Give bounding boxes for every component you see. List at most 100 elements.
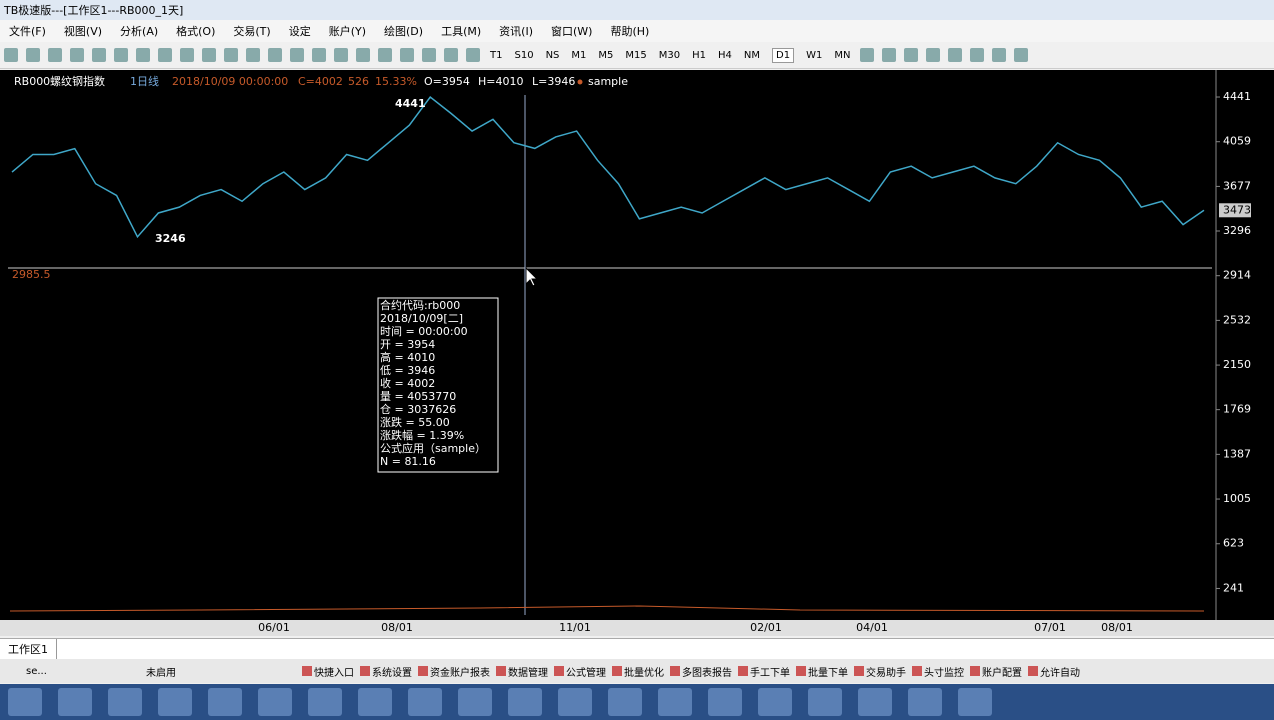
tool-icon[interactable] bbox=[70, 48, 84, 62]
period-button[interactable]: M1 bbox=[571, 49, 587, 61]
menu-item[interactable]: 工具(M) bbox=[441, 25, 482, 38]
menu-item[interactable]: 文件(F) bbox=[9, 25, 46, 38]
menu-item[interactable]: 格式(O) bbox=[176, 25, 216, 38]
status-button[interactable]: 批量下单 bbox=[796, 664, 848, 679]
menu-item[interactable]: 分析(A) bbox=[120, 25, 159, 38]
tool-icon[interactable] bbox=[378, 48, 392, 62]
taskbar-icon[interactable] bbox=[258, 688, 292, 716]
taskbar-icon[interactable] bbox=[708, 688, 742, 716]
taskbar-icon[interactable] bbox=[508, 688, 542, 716]
chart: RB000 螺纹钢指数 1日线 2018/10/09 00:00:00 C=4002 52… bbox=[0, 70, 1274, 636]
last-price: 3473 bbox=[1223, 203, 1251, 216]
tool-icon[interactable] bbox=[26, 48, 40, 62]
button-label: 交易助手 bbox=[866, 667, 906, 679]
status-button[interactable]: 数据管理 bbox=[496, 664, 548, 679]
period-button[interactable]: H1 bbox=[692, 49, 706, 61]
period-button[interactable]: M5 bbox=[598, 49, 614, 61]
status-button[interactable]: 公式管理 bbox=[554, 664, 606, 679]
taskbar-icon[interactable] bbox=[558, 688, 592, 716]
tool-icon[interactable] bbox=[356, 48, 370, 62]
status-button[interactable]: 多图表报告 bbox=[670, 664, 732, 679]
taskbar-icon[interactable] bbox=[358, 688, 392, 716]
sub-value: 2985.5 bbox=[12, 268, 51, 281]
status-button[interactable]: 资金账户报表 bbox=[418, 664, 490, 679]
status-button[interactable]: 交易助手 bbox=[854, 664, 906, 679]
tool-icon[interactable] bbox=[466, 48, 480, 62]
tool-icon[interactable] bbox=[400, 48, 414, 62]
period-button[interactable]: M15 bbox=[625, 49, 647, 61]
menu-item[interactable]: 窗口(W) bbox=[550, 25, 593, 38]
tooltip-line: 涨跌幅 = 1.39% bbox=[380, 428, 464, 442]
tool-icon[interactable] bbox=[422, 48, 436, 62]
tool-icon[interactable] bbox=[992, 48, 1007, 62]
period-button[interactable]: S10 bbox=[514, 49, 534, 61]
status-button[interactable]: 手工下单 bbox=[738, 664, 790, 679]
tool-icon[interactable] bbox=[948, 48, 963, 62]
title-bar: TB极速版---[工作区1---RB000_1天] bbox=[0, 0, 1274, 20]
menu-item[interactable]: 交易(T) bbox=[233, 25, 271, 38]
menu-item[interactable]: 帮助(H) bbox=[610, 25, 650, 38]
taskbar-icon[interactable] bbox=[658, 688, 692, 716]
tool-icon[interactable] bbox=[290, 48, 304, 62]
status-button[interactable]: 头寸监控 bbox=[912, 664, 964, 679]
workspace-tab[interactable]: 工作区1 bbox=[0, 639, 57, 659]
status-button[interactable]: 账户配置 bbox=[970, 664, 1022, 679]
taskbar-icon[interactable] bbox=[308, 688, 342, 716]
button-icon bbox=[612, 666, 622, 676]
menu-item[interactable]: 账户(Y) bbox=[328, 25, 367, 38]
taskbar-icon[interactable] bbox=[458, 688, 492, 716]
taskbar-icon[interactable] bbox=[58, 688, 92, 716]
tool-icon[interactable] bbox=[444, 48, 458, 62]
taskbar-icon[interactable] bbox=[108, 688, 142, 716]
menu-item[interactable]: 视图(V) bbox=[63, 25, 103, 38]
period-button[interactable]: H4 bbox=[718, 49, 732, 61]
tool-icon[interactable] bbox=[904, 48, 919, 62]
tool-icon[interactable] bbox=[970, 48, 985, 62]
tool-icon[interactable] bbox=[268, 48, 282, 62]
period-button[interactable]: D1 bbox=[772, 47, 795, 63]
tool-icon[interactable] bbox=[4, 48, 18, 62]
taskbar-icon[interactable] bbox=[408, 688, 442, 716]
tool-icon[interactable] bbox=[882, 48, 897, 62]
taskbar-icon[interactable] bbox=[808, 688, 842, 716]
chart-bg bbox=[0, 70, 1274, 620]
menu-item[interactable]: 资讯(I) bbox=[499, 25, 533, 38]
tool-icon[interactable] bbox=[1014, 48, 1029, 62]
period-button[interactable]: NS bbox=[545, 49, 560, 61]
tool-icon[interactable] bbox=[926, 48, 941, 62]
menu-item[interactable]: 设定 bbox=[288, 25, 311, 38]
tool-icon[interactable] bbox=[114, 48, 128, 62]
period-button[interactable]: MN bbox=[834, 49, 851, 61]
period-button[interactable]: M30 bbox=[658, 49, 681, 61]
tool-icon[interactable] bbox=[860, 48, 875, 62]
taskbar-icon[interactable] bbox=[758, 688, 792, 716]
menu-item[interactable]: 绘图(D) bbox=[384, 25, 424, 38]
tool-icon[interactable] bbox=[92, 48, 106, 62]
y-tick-label: 2150 bbox=[1223, 358, 1251, 371]
taskbar-icon[interactable] bbox=[8, 688, 42, 716]
period-button[interactable]: T1 bbox=[490, 49, 503, 61]
tool-icon[interactable] bbox=[224, 48, 238, 62]
tool-icon[interactable] bbox=[136, 48, 150, 62]
taskbar-icon[interactable] bbox=[858, 688, 892, 716]
taskbar-icon[interactable] bbox=[958, 688, 992, 716]
status-button[interactable]: 系统设置 bbox=[360, 664, 412, 679]
tool-icon[interactable] bbox=[158, 48, 172, 62]
tool-icon[interactable] bbox=[180, 48, 194, 62]
status-hint: 未启用 bbox=[146, 667, 176, 679]
status-button[interactable]: 允许自动 bbox=[1028, 664, 1080, 679]
period-button[interactable]: NM bbox=[743, 49, 760, 61]
tool-icon[interactable] bbox=[312, 48, 326, 62]
taskbar-icon[interactable] bbox=[208, 688, 242, 716]
tool-icon[interactable] bbox=[48, 48, 62, 62]
tool-icon[interactable] bbox=[246, 48, 260, 62]
tool-icon[interactable] bbox=[334, 48, 348, 62]
tool-icon[interactable] bbox=[202, 48, 216, 62]
taskbar-icon[interactable] bbox=[908, 688, 942, 716]
taskbar-icon[interactable] bbox=[158, 688, 192, 716]
y-tick-label: 2532 bbox=[1223, 313, 1251, 326]
status-button[interactable]: 快捷入口 bbox=[302, 664, 354, 679]
taskbar-icon[interactable] bbox=[608, 688, 642, 716]
period-button[interactable]: W1 bbox=[806, 49, 823, 61]
status-button[interactable]: 批量优化 bbox=[612, 664, 664, 679]
